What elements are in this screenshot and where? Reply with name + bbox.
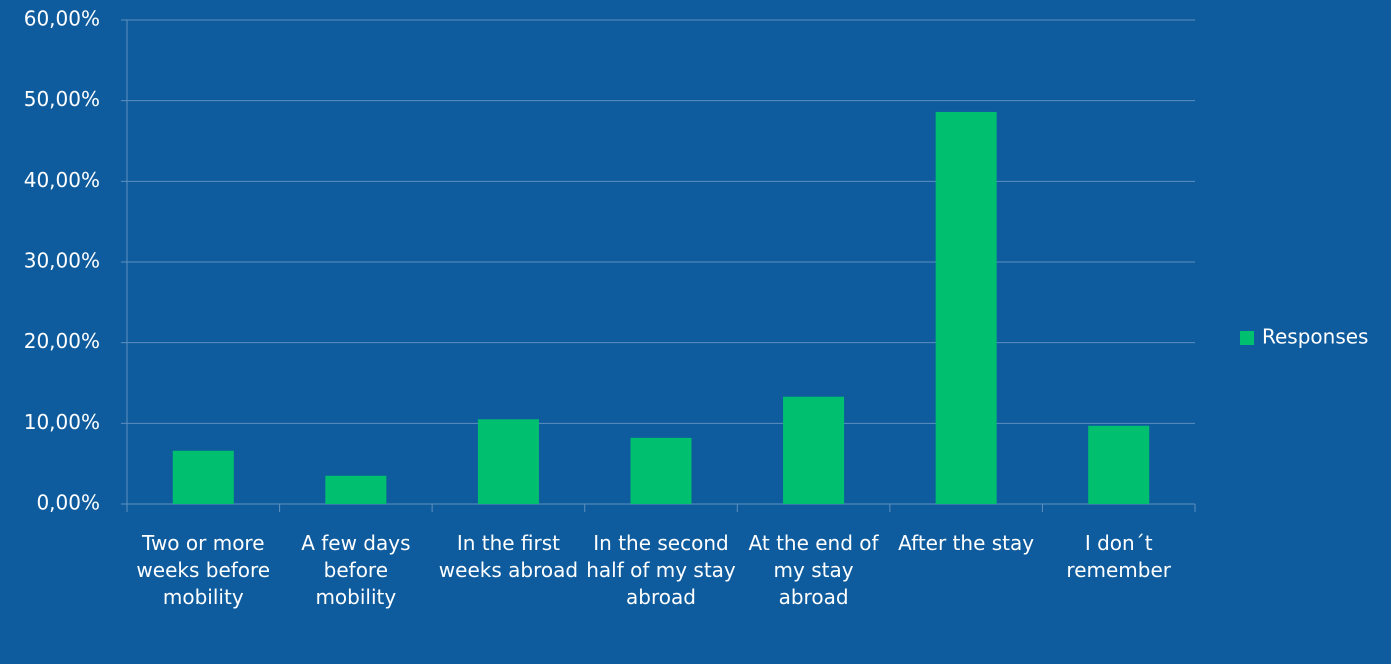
y-tick-label: 30,00% xyxy=(24,249,100,273)
x-tick-label: In the first weeks abroad xyxy=(438,531,579,582)
legend-label: Responses xyxy=(1262,325,1368,349)
y-tick-label: 50,00% xyxy=(24,87,100,111)
y-tick-label: 40,00% xyxy=(24,168,100,192)
bar xyxy=(477,419,539,504)
legend-swatch xyxy=(1240,331,1254,345)
bar xyxy=(325,475,387,504)
x-tick-label: In the second half of my stay abroad xyxy=(586,531,736,609)
x-tick-label: I don´t remember xyxy=(1066,531,1171,582)
bar xyxy=(172,450,234,504)
bar xyxy=(783,396,845,504)
x-tick-label: After the stay xyxy=(898,531,1035,555)
x-tick-label: A few days before mobility xyxy=(301,531,411,609)
y-tick-label: 20,00% xyxy=(24,329,100,353)
x-tick-label: At the end of my stay abroad xyxy=(748,531,879,609)
y-tick-label: 60,00% xyxy=(24,7,100,31)
bar xyxy=(935,111,997,505)
bar xyxy=(630,437,692,504)
y-tick-label: 10,00% xyxy=(24,410,100,434)
y-tick-label: 0,00% xyxy=(36,491,100,515)
bar xyxy=(1088,425,1150,504)
x-tick-label: Two or more weeks before mobility xyxy=(136,531,271,609)
